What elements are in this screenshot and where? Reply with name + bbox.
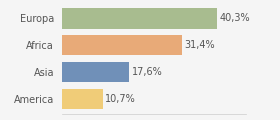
- Text: 40,3%: 40,3%: [219, 13, 250, 23]
- Bar: [62, 8, 217, 29]
- Bar: [62, 35, 183, 55]
- Text: 17,6%: 17,6%: [132, 67, 162, 77]
- Text: 31,4%: 31,4%: [185, 40, 215, 50]
- Bar: [62, 62, 129, 82]
- Text: 10,7%: 10,7%: [105, 94, 136, 104]
- Bar: [62, 89, 103, 109]
